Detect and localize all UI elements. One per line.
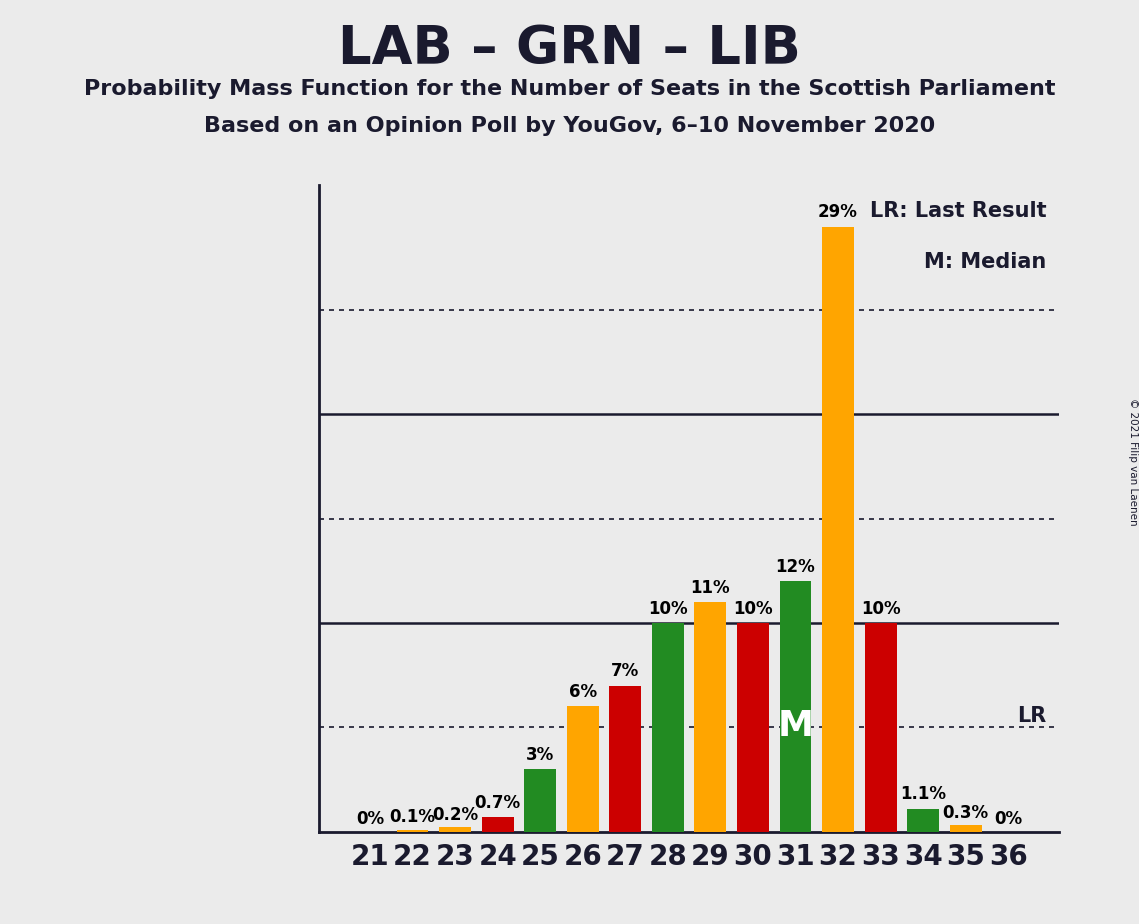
Bar — [609, 686, 641, 832]
Text: LR: LR — [1017, 707, 1047, 726]
Text: 10%: 10% — [648, 600, 688, 618]
Bar — [950, 825, 982, 832]
Bar — [822, 226, 854, 832]
Text: LR: Last Result: LR: Last Result — [870, 201, 1047, 222]
Bar — [779, 581, 811, 832]
Bar — [652, 623, 683, 832]
Text: Based on an Opinion Poll by YouGov, 6–10 November 2020: Based on an Opinion Poll by YouGov, 6–10… — [204, 116, 935, 136]
Text: 3%: 3% — [526, 746, 555, 764]
Text: 11%: 11% — [690, 578, 730, 597]
Text: 10%: 10% — [861, 600, 900, 618]
Text: 0%: 0% — [355, 810, 384, 829]
Text: LAB – GRN – LIB: LAB – GRN – LIB — [338, 23, 801, 75]
Bar — [907, 808, 939, 832]
Text: 6%: 6% — [568, 683, 597, 701]
Bar — [396, 830, 428, 832]
Text: 0.2%: 0.2% — [432, 807, 478, 824]
Bar — [524, 769, 556, 832]
Text: 0.3%: 0.3% — [943, 804, 989, 822]
Text: 10%: 10% — [734, 600, 772, 618]
Text: © 2021 Filip van Laenen: © 2021 Filip van Laenen — [1129, 398, 1138, 526]
Bar — [695, 602, 727, 832]
Text: 12%: 12% — [776, 558, 816, 576]
Text: M: M — [778, 710, 813, 744]
Bar — [482, 817, 514, 832]
Bar — [865, 623, 896, 832]
Bar — [440, 827, 472, 832]
Bar — [737, 623, 769, 832]
Text: 0.7%: 0.7% — [475, 794, 521, 812]
Text: 29%: 29% — [818, 203, 858, 222]
Bar — [567, 707, 599, 832]
Text: 1.1%: 1.1% — [900, 785, 947, 804]
Text: 0%: 0% — [994, 810, 1023, 829]
Text: 7%: 7% — [612, 663, 639, 680]
Text: 0.1%: 0.1% — [390, 808, 435, 826]
Text: Probability Mass Function for the Number of Seats in the Scottish Parliament: Probability Mass Function for the Number… — [84, 79, 1055, 99]
Text: M: Median: M: Median — [924, 251, 1047, 272]
